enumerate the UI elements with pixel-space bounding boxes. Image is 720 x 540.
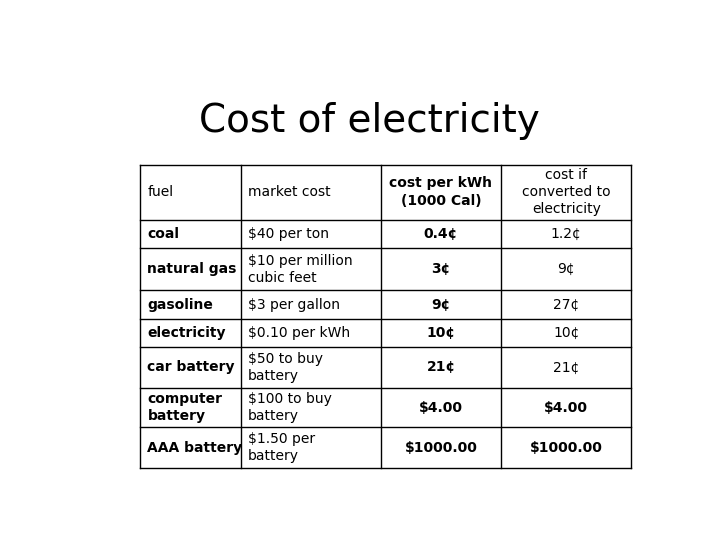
Text: 10¢: 10¢	[553, 326, 580, 340]
Text: $0.10 per kWh: $0.10 per kWh	[248, 326, 350, 340]
Text: $1.50 per
battery: $1.50 per battery	[248, 432, 315, 463]
Text: AAA battery: AAA battery	[148, 441, 243, 455]
Text: Cost of electricity: Cost of electricity	[199, 102, 539, 140]
Text: 10¢: 10¢	[426, 326, 456, 340]
Text: car battery: car battery	[148, 361, 235, 374]
Text: computer
battery: computer battery	[148, 392, 222, 423]
Text: cost if
converted to
electricity: cost if converted to electricity	[522, 168, 611, 217]
Text: fuel: fuel	[148, 185, 174, 199]
Text: $50 to buy
battery: $50 to buy battery	[248, 352, 323, 383]
Text: natural gas: natural gas	[148, 262, 237, 276]
Text: 9¢: 9¢	[557, 262, 575, 276]
Text: 9¢: 9¢	[431, 298, 451, 312]
Text: 21¢: 21¢	[553, 361, 580, 374]
Text: $100 to buy
battery: $100 to buy battery	[248, 392, 332, 423]
Text: $10 per million
cubic feet: $10 per million cubic feet	[248, 253, 353, 285]
Text: $1000.00: $1000.00	[530, 441, 603, 455]
Text: $40 per ton: $40 per ton	[248, 227, 329, 241]
Text: 27¢: 27¢	[553, 298, 580, 312]
Text: 1.2¢: 1.2¢	[551, 227, 582, 241]
Text: 21¢: 21¢	[426, 361, 456, 374]
Text: electricity: electricity	[148, 326, 226, 340]
Text: $3 per gallon: $3 per gallon	[248, 298, 340, 312]
Text: cost per kWh
(1000 Cal): cost per kWh (1000 Cal)	[390, 177, 492, 208]
Text: gasoline: gasoline	[148, 298, 213, 312]
Text: $4.00: $4.00	[544, 401, 588, 415]
Text: 0.4¢: 0.4¢	[424, 227, 458, 241]
Text: $4.00: $4.00	[419, 401, 463, 415]
Text: market cost: market cost	[248, 185, 330, 199]
Text: $1000.00: $1000.00	[405, 441, 477, 455]
Text: 3¢: 3¢	[431, 262, 451, 276]
Text: coal: coal	[148, 227, 179, 241]
